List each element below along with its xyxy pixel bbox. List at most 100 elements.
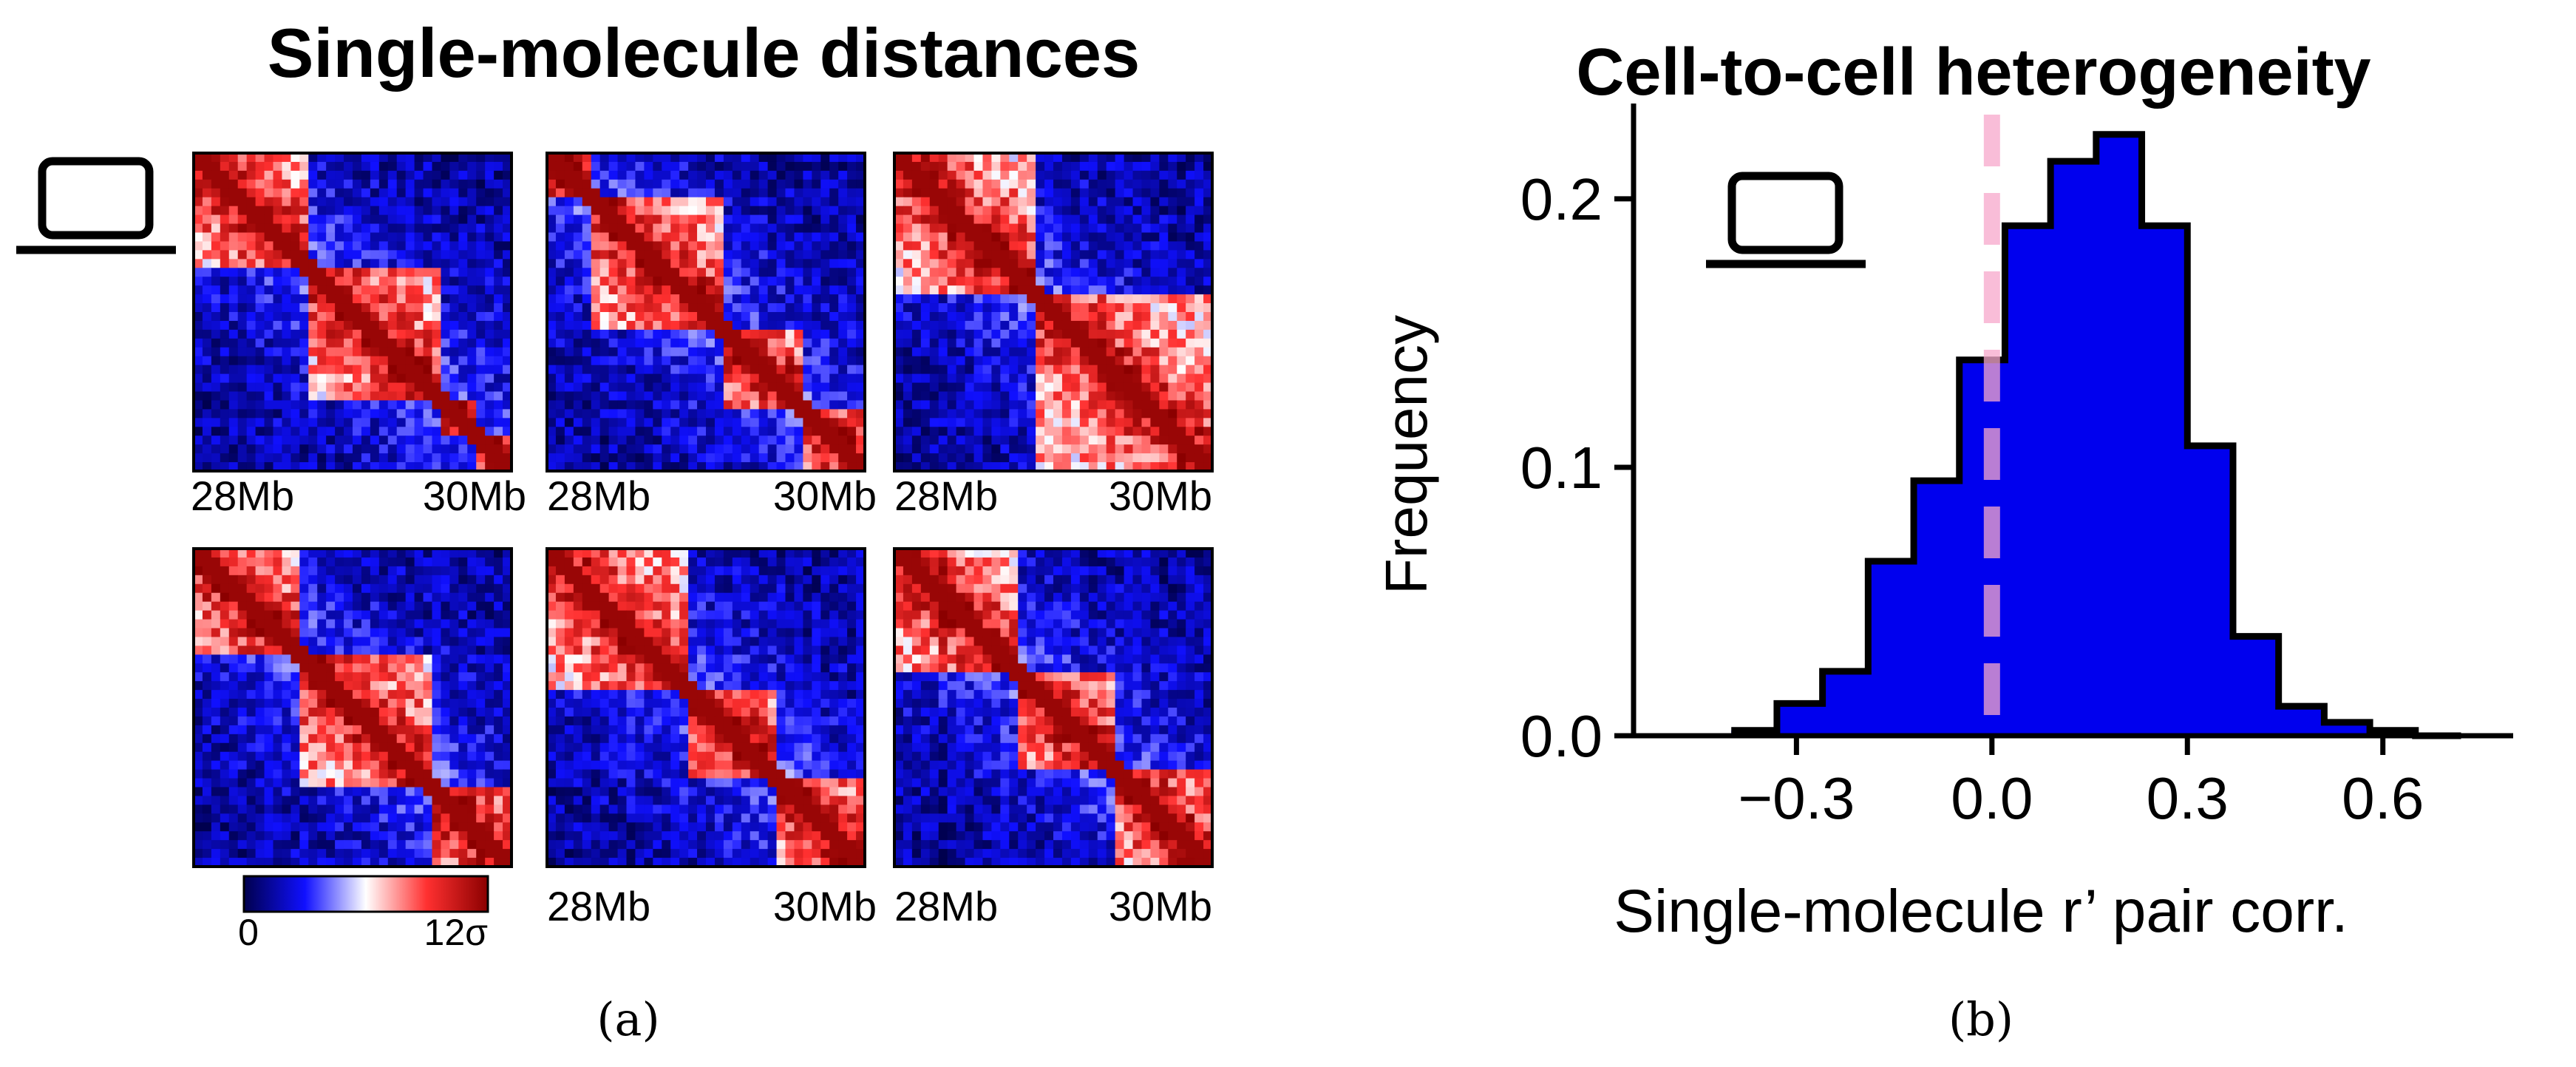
heatmap-cell <box>432 268 442 277</box>
heatmap-cell <box>228 259 239 268</box>
heatmap-cell <box>255 716 265 726</box>
heatmap-cell <box>1115 153 1125 163</box>
heatmap-cell <box>353 592 362 603</box>
heatmap-cell <box>794 427 803 436</box>
heatmap-cell <box>326 418 336 427</box>
heatmap-cell <box>378 796 389 805</box>
heatmap-cell <box>723 250 733 260</box>
heatmap-cell <box>608 170 619 180</box>
heatmap-cell <box>1194 170 1204 180</box>
heatmap-cell <box>750 223 760 234</box>
heatmap-cell <box>255 418 265 427</box>
heatmap-cell <box>353 663 362 673</box>
heatmap-cell <box>370 188 380 198</box>
heatmap-cell <box>965 427 975 436</box>
heatmap-cell <box>317 329 327 339</box>
heatmap-cell <box>361 418 371 427</box>
heatmap-cell <box>290 681 300 691</box>
heatmap-cell <box>599 453 610 463</box>
heatmap-cell <box>706 188 716 198</box>
heatmap-cell <box>776 232 786 243</box>
heatmap-cell <box>255 601 265 612</box>
heatmap-cell <box>220 232 230 243</box>
heatmap-cell <box>378 338 389 348</box>
heatmap-cell <box>476 742 486 753</box>
heatmap-cell <box>353 654 362 664</box>
heatmap-cell <box>555 285 565 295</box>
heatmap-cell <box>1027 320 1036 331</box>
heatmap-cell <box>697 436 707 445</box>
heatmap-cell <box>378 277 389 286</box>
heatmap-cell <box>758 259 769 268</box>
heatmap-cell <box>290 628 300 638</box>
heatmap-cell <box>714 453 724 463</box>
heatmap-cell <box>1106 170 1116 180</box>
heatmap-cell <box>582 179 592 189</box>
heatmap-cell <box>1018 400 1027 410</box>
heatmap-cell <box>847 188 857 198</box>
heatmap-cell <box>485 232 495 243</box>
heatmap-cell <box>264 760 274 770</box>
heatmap-cell <box>767 391 778 402</box>
heatmap-cell <box>847 153 857 163</box>
heatmap-cell <box>378 601 389 612</box>
heatmap-cell <box>662 329 671 339</box>
heatmap-cell <box>387 409 398 419</box>
heatmap-cell <box>820 329 830 339</box>
heatmap-cell <box>812 250 821 260</box>
heatmap-cell <box>626 320 636 331</box>
heatmap-cell <box>194 373 203 384</box>
heatmap-cell <box>1044 400 1054 410</box>
heatmap-cell <box>335 179 344 189</box>
heatmap-cell <box>723 320 733 331</box>
heatmap-cell <box>1070 365 1081 375</box>
heatmap-cell <box>485 179 495 189</box>
heatmap-cell <box>991 161 1001 172</box>
heatmap-cell <box>282 699 291 708</box>
heatmap-cell <box>423 312 433 322</box>
heatmap-cell <box>423 365 433 375</box>
heatmap-cell <box>1079 312 1090 322</box>
heatmap-cell <box>335 734 344 744</box>
heatmap-cell <box>476 690 486 700</box>
heatmap-cell <box>211 813 221 823</box>
heatmap-cell <box>308 778 318 788</box>
heatmap-cell <box>812 232 821 243</box>
heatmap-cell <box>1009 259 1019 268</box>
heatmap-cell <box>617 356 628 366</box>
heatmap-frame <box>546 152 866 472</box>
heatmap-cell <box>282 294 291 304</box>
heatmap-cell <box>432 805 442 814</box>
heatmap-cell <box>432 592 442 603</box>
heatmap-cell <box>599 373 610 384</box>
heatmap-cell <box>423 259 433 268</box>
heatmap-cell <box>1070 250 1081 260</box>
heatmap-cell <box>564 170 574 180</box>
heatmap-cell <box>449 303 459 313</box>
heatmap-cell <box>856 453 866 463</box>
heatmap-cell <box>326 436 336 445</box>
heatmap-cell <box>947 197 957 207</box>
heatmap-cell <box>494 241 503 251</box>
heatmap-cell <box>485 294 495 304</box>
heatmap-cell <box>920 418 931 427</box>
heatmap-cell <box>1132 188 1143 198</box>
heatmap-cell <box>829 391 839 402</box>
heatmap-cell <box>202 250 212 260</box>
heatmap-cell <box>335 787 344 797</box>
heatmap-cell <box>1018 188 1027 198</box>
heatmap-cell <box>573 232 583 243</box>
heatmap-cell <box>423 329 433 339</box>
heatmap-cell <box>1079 268 1090 277</box>
heatmap-cell <box>1203 462 1213 472</box>
heatmap-cell <box>387 557 398 567</box>
heatmap-cell <box>344 153 353 163</box>
heatmap-cell <box>202 214 212 225</box>
heatmap-cell <box>1194 294 1204 304</box>
heatmap-cell <box>1018 232 1027 243</box>
heatmap-cell <box>423 690 433 700</box>
heatmap-cell <box>255 672 265 682</box>
heatmap-1-2 <box>546 152 866 472</box>
heatmap-cell <box>449 356 459 366</box>
heatmap-cell <box>282 751 291 762</box>
